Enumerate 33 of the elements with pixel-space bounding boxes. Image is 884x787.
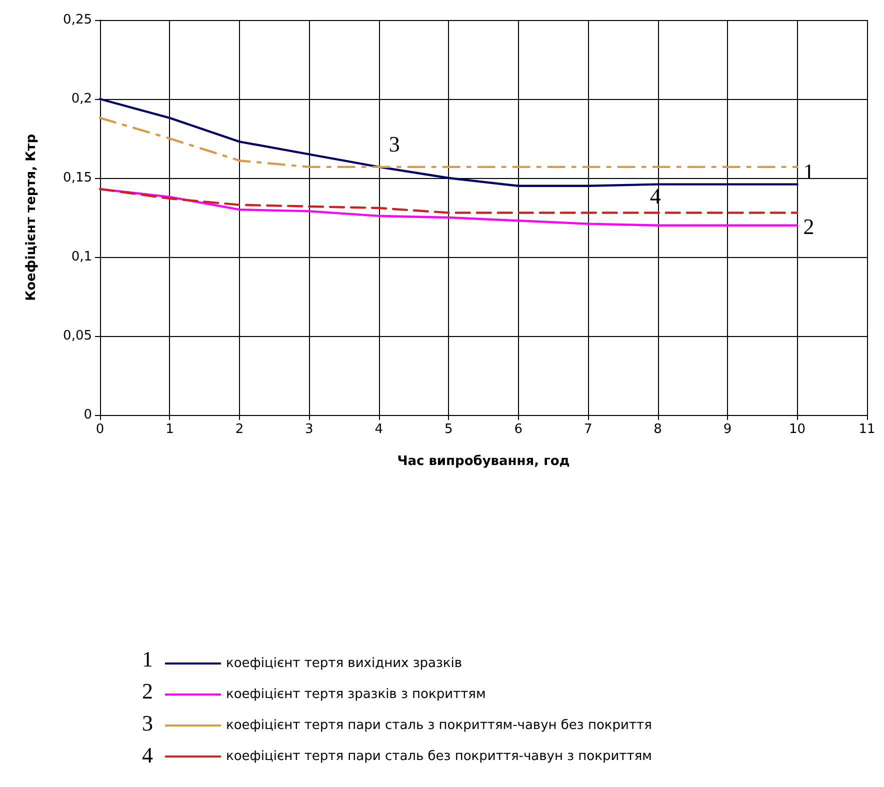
x-tick-label: 2 — [235, 422, 244, 437]
legend-label: коефіцієнт тертя зразків з покриттям — [226, 687, 486, 702]
text: 2 — [142, 678, 153, 704]
legend-label: коефіцієнт тертя вихідних зразків — [226, 656, 462, 671]
x-tick-label: 7 — [584, 422, 592, 437]
annotation: 2 — [803, 214, 814, 239]
legend-label: коефіцієнт тертя пари сталь без покриття-чавун з покриттям — [226, 749, 652, 764]
y-tick-label: 0,1 — [71, 250, 92, 264]
x-tick-label: 0 — [96, 422, 104, 437]
annotation: 3 — [388, 131, 400, 156]
y-tick-label: 0,25 — [63, 12, 92, 28]
y-tick-label: 0,05 — [63, 328, 92, 344]
x-axis-title: Час випробування, год — [397, 454, 570, 469]
line-series — [98, 116, 798, 168]
x-tick-label: 8 — [654, 422, 662, 437]
text: 4 — [142, 742, 153, 768]
y-tick-label: 0,2 — [71, 92, 92, 106]
x-tick-label: 6 — [514, 422, 523, 437]
x-tick-label: 1 — [166, 422, 174, 437]
y-axis-title: Коефіцієнт тертя, Ктр — [24, 134, 39, 302]
legend-label: коефіцієнт тертя пари сталь з покриттям-чавун без покриття — [226, 718, 652, 733]
x-tick-label: 3 — [305, 422, 314, 437]
y-tick-label: 0,15 — [63, 170, 92, 186]
text: 1 — [142, 646, 153, 672]
y-tick-label: 0 — [84, 408, 92, 422]
x-tick-label: 5 — [444, 422, 453, 437]
x-tick-label: 11 — [858, 422, 876, 437]
line-series — [98, 98, 798, 187]
x-tick-label: 4 — [374, 422, 384, 437]
line-series — [98, 188, 798, 214]
x-tick-label: 10 — [789, 422, 806, 437]
x-tick-label: 9 — [723, 422, 732, 437]
text: 3 — [142, 710, 153, 736]
